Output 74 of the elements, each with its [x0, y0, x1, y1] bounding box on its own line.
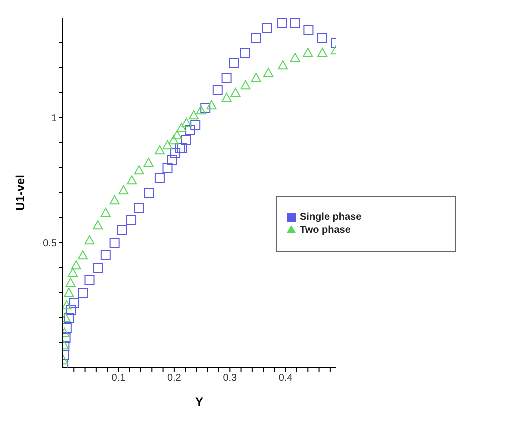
point — [84, 276, 95, 286]
point — [212, 86, 223, 96]
point — [100, 250, 111, 260]
point — [317, 33, 328, 43]
point — [318, 48, 328, 58]
point — [230, 88, 241, 98]
point — [222, 73, 232, 83]
point — [168, 136, 179, 145]
point — [93, 220, 104, 230]
point — [229, 58, 240, 68]
point — [251, 33, 262, 43]
point — [290, 18, 300, 28]
point — [304, 26, 314, 36]
point — [181, 136, 192, 146]
point — [64, 313, 74, 323]
point — [172, 130, 182, 140]
legend-label: Single phase — [300, 212, 362, 223]
point — [290, 53, 300, 62]
point — [64, 288, 74, 298]
point — [240, 48, 250, 58]
point — [78, 288, 88, 298]
point — [170, 148, 181, 158]
point — [134, 203, 144, 213]
point — [63, 323, 72, 333]
point — [200, 103, 211, 113]
point — [110, 196, 120, 205]
point — [100, 208, 111, 218]
point — [134, 166, 144, 175]
point — [68, 268, 78, 278]
y-axis-title: U1-vel — [13, 174, 28, 212]
point — [262, 23, 272, 33]
point — [185, 126, 196, 136]
point — [126, 216, 137, 226]
point — [144, 188, 154, 198]
point — [278, 60, 288, 70]
point — [278, 18, 288, 28]
point — [84, 236, 95, 245]
point — [71, 260, 82, 270]
point — [117, 226, 128, 236]
y-tick-label: 0.5 — [43, 238, 58, 250]
point — [251, 73, 262, 82]
point — [162, 163, 173, 173]
x-tick-label: 0.1 — [112, 373, 126, 384]
point — [154, 146, 165, 155]
point — [206, 100, 217, 110]
point — [264, 68, 274, 78]
point — [196, 106, 206, 115]
point — [182, 118, 192, 128]
point — [190, 120, 201, 130]
point — [167, 156, 178, 166]
legend-label: Two phase — [300, 225, 351, 236]
point — [66, 306, 76, 316]
x-tick-label: 0.4 — [278, 373, 294, 384]
point — [240, 80, 251, 90]
point — [66, 278, 76, 288]
point — [222, 93, 232, 102]
point — [127, 176, 138, 185]
point — [154, 173, 165, 183]
point — [110, 238, 120, 248]
point — [69, 298, 80, 308]
y-tick-label: 1 — [51, 114, 58, 125]
x-tick-label: 0.2 — [167, 373, 182, 384]
point — [188, 110, 199, 120]
point — [63, 300, 72, 310]
point — [162, 140, 173, 150]
point — [303, 48, 314, 58]
point — [177, 143, 188, 153]
point — [118, 186, 129, 195]
point — [144, 158, 154, 168]
point — [78, 250, 88, 260]
point — [93, 263, 104, 273]
x-tick-label: 0.3 — [223, 373, 238, 384]
point — [176, 123, 187, 132]
x-axis-title: Y — [195, 395, 204, 409]
